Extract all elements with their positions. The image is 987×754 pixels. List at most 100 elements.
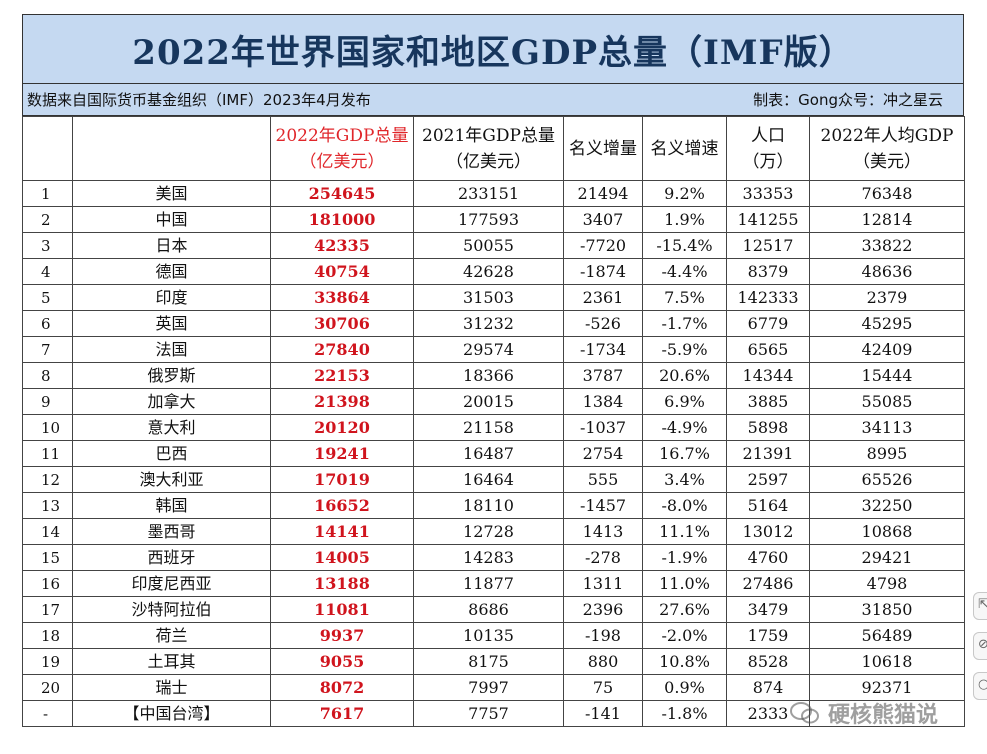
per-capita-cell: 4798 — [809, 570, 965, 597]
country-cell: 美国 — [72, 180, 271, 207]
increase-cell: 21494 — [563, 180, 643, 207]
table-row: 3 日本 42335 50055 -7720 -15.4% 12517 33822 — [22, 232, 965, 259]
growth-cell: 7.5% — [642, 284, 727, 311]
gdp-2022-cell: 30706 — [270, 310, 414, 337]
increase-cell: -1734 — [563, 336, 643, 363]
per-capita-cell: 56489 — [809, 622, 965, 649]
gdp-2022-cell: 42335 — [270, 232, 414, 259]
rank-cell: 4 — [22, 258, 73, 285]
gdp-2021-cell: 7997 — [413, 674, 564, 701]
subtitle-bar: 数据来自国际货币基金组织（IMF）2023年4月发布 制表：Gong众号：冲之星… — [22, 84, 964, 116]
table-row: 1 美国 254645 233151 21494 9.2% 33353 76348 — [22, 180, 965, 207]
table-row: 18 荷兰 9937 10135 -198 -2.0% 1759 56489 — [22, 622, 965, 649]
per-capita-cell: 10618 — [809, 648, 965, 675]
gdp-2022-cell: 9055 — [270, 648, 414, 675]
gdp-2021-cell: 233151 — [413, 180, 564, 207]
rank-cell: 3 — [22, 232, 73, 259]
population-cell: 1759 — [726, 622, 810, 649]
header-population: 人口 （万） — [726, 116, 810, 181]
country-cell: 韩国 — [72, 492, 271, 519]
gdp-2022-cell: 7617 — [270, 700, 414, 727]
gdp-table: 2022年GDP总量 （亿美元） 2021年GDP总量 （亿美元） 名义增量 名义增… — [22, 116, 965, 727]
growth-cell: 10.8% — [642, 648, 727, 675]
per-capita-cell: 32250 — [809, 492, 965, 519]
header-nominal-growth: 名义增速 — [642, 116, 727, 181]
increase-cell: -7720 — [563, 232, 643, 259]
per-capita-cell: 92371 — [809, 674, 965, 701]
country-cell: 墨西哥 — [72, 518, 271, 545]
population-cell: 3885 — [726, 388, 810, 415]
increase-cell: 555 — [563, 466, 643, 493]
increase-cell: -526 — [563, 310, 643, 337]
country-cell: 法国 — [72, 336, 271, 363]
per-capita-cell: 34113 — [809, 414, 965, 441]
population-cell: 4760 — [726, 544, 810, 571]
per-capita-cell: 2379 — [809, 284, 965, 311]
gdp-2021-cell: 31232 — [413, 310, 564, 337]
gdp-2022-cell: 40754 — [270, 258, 414, 285]
gdp-2022-cell: 19241 — [270, 440, 414, 467]
per-capita-cell: 10868 — [809, 518, 965, 545]
population-cell: 6779 — [726, 310, 810, 337]
growth-cell: -1.8% — [642, 700, 727, 727]
watermark-text: 硬核熊猫说 — [828, 703, 939, 728]
rank-cell: - — [22, 700, 73, 727]
watermark: 硬核熊猫说 — [790, 697, 938, 729]
population-cell: 27486 — [726, 570, 810, 597]
gdp-2021-cell: 8175 — [413, 648, 564, 675]
country-cell: 加拿大 — [72, 388, 271, 415]
growth-cell: 1.9% — [642, 206, 727, 233]
country-cell: 日本 — [72, 232, 271, 259]
rank-cell: 14 — [22, 518, 73, 545]
search-icon[interactable]: ○ — [973, 672, 987, 700]
growth-cell: 11.1% — [642, 518, 727, 545]
table-row: - 【中国台湾】 7617 7757 -141 -1.8% 2333 — [22, 700, 965, 727]
share-icon[interactable]: ⇱ — [973, 592, 987, 620]
population-cell: 6565 — [726, 336, 810, 363]
per-capita-cell: 29421 — [809, 544, 965, 571]
rank-cell: 1 — [22, 180, 73, 207]
side-toolbar: ⇱ ⊘ ○ — [973, 592, 987, 712]
table-row: 2 中国 181000 177593 3407 1.9% 141255 12814 — [22, 206, 965, 233]
gdp-2021-cell: 20015 — [413, 388, 564, 415]
gdp-2022-cell: 8072 — [270, 674, 414, 701]
per-capita-cell: 15444 — [809, 362, 965, 389]
gdp-2022-cell: 27840 — [270, 336, 414, 363]
growth-cell: 20.6% — [642, 362, 727, 389]
country-cell: 中国 — [72, 206, 271, 233]
header-nominal-increase: 名义增量 — [563, 116, 643, 181]
country-cell: 英国 — [72, 310, 271, 337]
increase-cell: 75 — [563, 674, 643, 701]
rank-cell: 18 — [22, 622, 73, 649]
per-capita-cell: 31850 — [809, 596, 965, 623]
table-title: 2022年世界国家和地区GDP总量（IMF版） — [22, 14, 964, 84]
per-capita-cell: 48636 — [809, 258, 965, 285]
gdp-2021-cell: 11877 — [413, 570, 564, 597]
header-gdp-2022: 2022年GDP总量 （亿美元） — [270, 116, 414, 181]
table-row: 10 意大利 20120 21158 -1037 -4.9% 5898 34113 — [22, 414, 965, 441]
population-cell: 14344 — [726, 362, 810, 389]
country-cell: 【中国台湾】 — [72, 700, 271, 727]
gdp-2021-cell: 31503 — [413, 284, 564, 311]
population-cell: 142333 — [726, 284, 810, 311]
increase-cell: -278 — [563, 544, 643, 571]
growth-cell: -4.9% — [642, 414, 727, 441]
rank-cell: 10 — [22, 414, 73, 441]
gdp-2022-cell: 21398 — [270, 388, 414, 415]
increase-cell: -1457 — [563, 492, 643, 519]
link-icon[interactable]: ⊘ — [973, 632, 987, 660]
rank-cell: 2 — [22, 206, 73, 233]
population-cell: 5164 — [726, 492, 810, 519]
growth-cell: -8.0% — [642, 492, 727, 519]
per-capita-cell: 76348 — [809, 180, 965, 207]
per-capita-cell: 42409 — [809, 336, 965, 363]
spreadsheet: 2022年世界国家和地区GDP总量（IMF版） 数据来自国际货币基金组织（IMF… — [22, 14, 965, 727]
country-cell: 俄罗斯 — [72, 362, 271, 389]
increase-cell: -1037 — [563, 414, 643, 441]
table-row: 12 澳大利亚 17019 16464 555 3.4% 2597 65526 — [22, 466, 965, 493]
credit-note: 制表：Gong众号：冲之星云 — [753, 91, 943, 109]
country-cell: 荷兰 — [72, 622, 271, 649]
table-row: 7 法国 27840 29574 -1734 -5.9% 6565 42409 — [22, 336, 965, 363]
table-row: 8 俄罗斯 22153 18366 3787 20.6% 14344 15444 — [22, 362, 965, 389]
gdp-2021-cell: 42628 — [413, 258, 564, 285]
